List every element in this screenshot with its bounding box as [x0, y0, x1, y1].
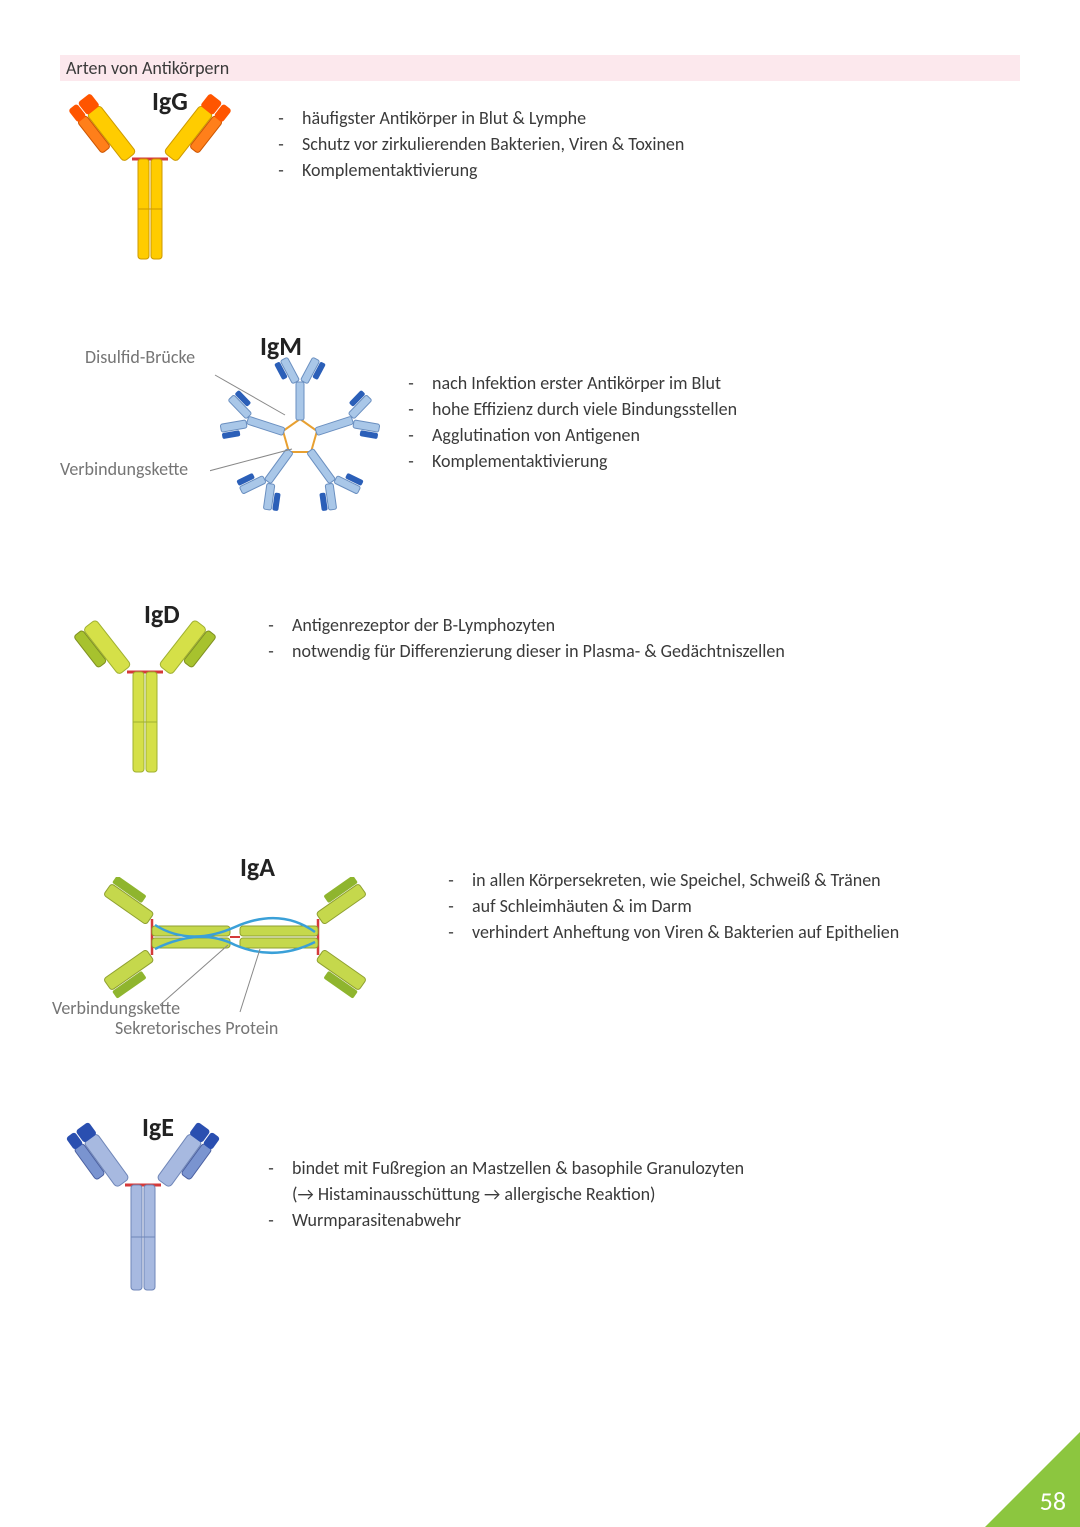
igm-annot-1: Verbindungskette	[60, 458, 188, 480]
igg-bullet-2: Komplementaktivierung	[302, 157, 684, 183]
antibody-ige: IgE -bindet mit Fußregion an Mastzellen …	[60, 1117, 1020, 1317]
ige-diagram	[60, 1117, 230, 1317]
iga-bullet-0: in allen Körpersekreten, wie Speichel, S…	[472, 867, 899, 893]
igd-bullet-0: Antigenrezeptor der B-Lymphozyten	[292, 612, 785, 638]
igd-bullet-1: notwendig für Differenzierung dieser in …	[292, 638, 785, 664]
igm-diagram	[210, 347, 390, 527]
igg-diagram	[60, 87, 240, 287]
iga-bullet-2: verhindert Anheftung von Viren & Bakteri…	[472, 919, 899, 945]
antibody-iga: IgA Verbindungskette Sekretorisches Prot…	[60, 857, 1020, 1047]
igm-bullet-0: nach Infektion erster Antikörper im Blut	[432, 370, 737, 396]
igm-bullet-1: hohe Effizienz durch viele Bindungsstell…	[432, 396, 737, 422]
igg-label: IgG	[152, 85, 188, 117]
antibody-igm: IgM Disulfid-Brücke Verbindungskette	[60, 342, 1020, 532]
igd-diagram	[60, 602, 230, 797]
igm-bullet-2: Agglutination von Antigenen	[432, 422, 737, 448]
antibody-igd: IgD -Antigenrezeptor der B-Lymphozyten -…	[60, 602, 1020, 797]
ige-sub-0: (→ Histaminausschüttung → allergische Re…	[250, 1181, 744, 1207]
antibody-igg: IgG -häufigster Antikörp	[60, 87, 1020, 287]
iga-diagram	[60, 877, 420, 1027]
igd-label: IgD	[144, 598, 180, 630]
section-header: Arten von Antikörpern	[60, 55, 1020, 81]
ige-label: IgE	[142, 1111, 174, 1143]
igm-annot-0: Disulfid-Brücke	[85, 346, 195, 368]
page-number: 58	[1040, 1485, 1066, 1517]
ige-bullet-1: Wurmparasitenabwehr	[292, 1207, 744, 1233]
igg-bullet-0: häufigster Antikörper in Blut & Lymphe	[302, 105, 684, 131]
iga-bullet-1: auf Schleimhäuten & im Darm	[472, 893, 899, 919]
igg-bullet-1: Schutz vor zirkulierenden Bakterien, Vir…	[302, 131, 684, 157]
ige-bullet-0: bindet mit Fußregion an Mastzellen & bas…	[292, 1155, 744, 1181]
igm-bullet-3: Komplementaktivierung	[432, 448, 737, 474]
